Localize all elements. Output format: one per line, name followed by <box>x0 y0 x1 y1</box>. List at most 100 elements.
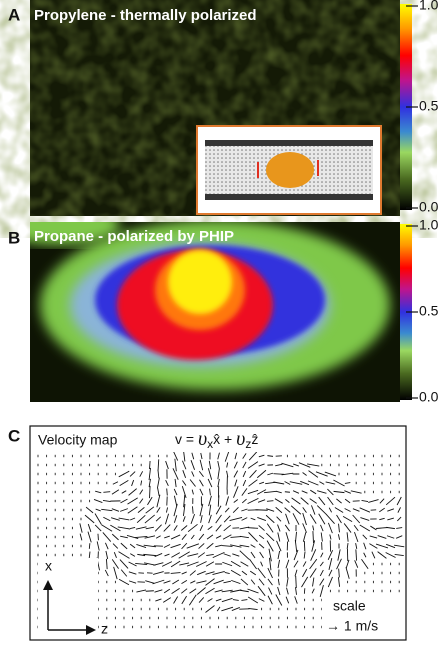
vector <box>156 494 161 508</box>
vector <box>293 560 299 568</box>
vector <box>345 559 350 569</box>
vector <box>258 454 265 458</box>
vector <box>281 472 294 476</box>
vector <box>214 589 223 593</box>
vector <box>329 534 332 540</box>
vector <box>155 598 162 602</box>
vector <box>311 540 316 552</box>
vector <box>327 496 334 506</box>
vector <box>307 480 319 486</box>
vector <box>301 490 308 494</box>
vector <box>355 549 357 561</box>
vector <box>248 607 258 611</box>
vector <box>165 507 169 513</box>
vector <box>224 450 230 462</box>
vector <box>250 551 256 559</box>
vector <box>155 516 162 522</box>
vector <box>191 452 195 460</box>
vector <box>174 478 177 488</box>
vector <box>153 562 164 566</box>
vector <box>242 461 247 469</box>
vector <box>328 558 333 570</box>
vector <box>294 596 298 604</box>
vector <box>325 481 336 485</box>
vector <box>120 498 128 504</box>
vector <box>187 523 198 533</box>
vector <box>144 535 156 539</box>
vector <box>145 526 154 530</box>
vector <box>312 525 315 531</box>
vector <box>258 578 265 586</box>
vector <box>284 491 290 493</box>
vector <box>309 514 317 524</box>
vector <box>309 558 318 570</box>
vector <box>164 513 170 525</box>
vector <box>257 499 266 503</box>
vector <box>277 559 281 569</box>
vector <box>94 513 102 525</box>
vector <box>267 567 273 579</box>
vector <box>239 535 249 539</box>
vector <box>257 567 266 579</box>
vector <box>120 508 128 512</box>
vector <box>281 462 294 468</box>
scale-label: scale <box>333 598 366 614</box>
vector <box>292 490 300 494</box>
vector <box>224 572 230 574</box>
vector <box>154 552 163 558</box>
eq-part: ẑ <box>251 431 258 447</box>
vector <box>232 599 239 601</box>
vector <box>230 560 241 568</box>
vector <box>344 508 351 512</box>
panel-letter: A <box>8 5 20 24</box>
vector <box>79 533 83 541</box>
vector <box>206 554 214 556</box>
vector <box>344 482 351 484</box>
vector <box>120 542 128 550</box>
colorbar-tick-label: 0.5 <box>419 303 439 319</box>
vector <box>173 596 179 604</box>
vector <box>284 507 291 513</box>
vector <box>385 552 396 558</box>
vector <box>144 514 156 524</box>
vector <box>163 524 171 532</box>
vector <box>300 480 310 486</box>
vector <box>239 544 250 548</box>
vector <box>178 551 190 559</box>
vector <box>361 500 369 502</box>
vector <box>180 525 188 531</box>
vector <box>353 524 359 532</box>
vector <box>163 544 171 548</box>
vector <box>397 507 401 513</box>
vector <box>111 559 119 569</box>
vector <box>85 506 94 514</box>
vector <box>289 481 303 485</box>
vector <box>269 557 272 571</box>
vector <box>207 526 213 530</box>
vector <box>225 496 229 506</box>
vector <box>118 551 130 559</box>
vector <box>135 563 148 565</box>
vector <box>302 472 307 476</box>
vector <box>199 525 204 531</box>
vector <box>221 597 233 603</box>
vector <box>275 490 282 494</box>
vector <box>112 543 119 549</box>
vector <box>370 525 377 531</box>
vector <box>105 558 108 570</box>
vector <box>248 451 258 461</box>
vector <box>310 489 317 495</box>
label-bg <box>170 428 340 452</box>
vector <box>199 479 204 487</box>
eq-part: υ <box>236 428 245 450</box>
vector <box>396 527 403 529</box>
vector <box>84 514 95 524</box>
vector <box>256 489 267 495</box>
vector <box>208 460 212 470</box>
vector <box>265 532 275 542</box>
panel-letter: C <box>8 426 20 445</box>
vector <box>345 567 350 579</box>
vector <box>226 470 229 478</box>
vector <box>258 525 265 531</box>
vector <box>239 589 249 593</box>
